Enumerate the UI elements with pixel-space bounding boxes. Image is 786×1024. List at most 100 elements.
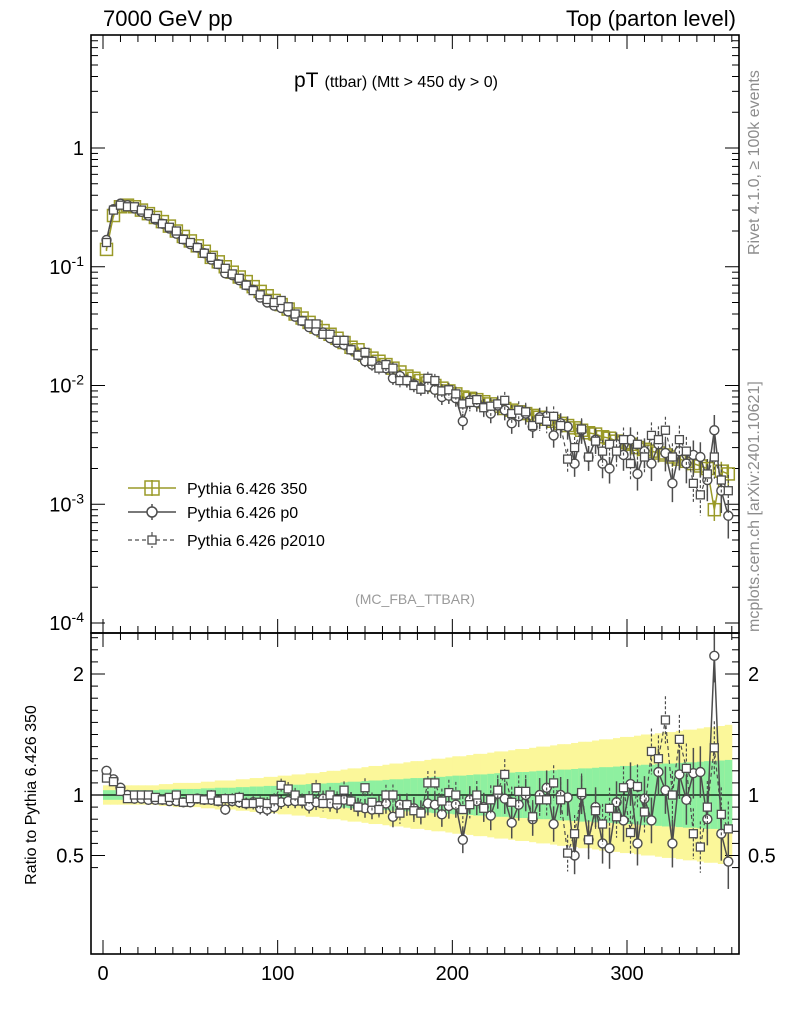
ratio-y-tick-label-right: 1 (748, 785, 759, 807)
main-y-tick-label: 10-2 (49, 372, 84, 398)
ratio-series-p2010-point (562, 848, 573, 858)
legend-entry-p2010: Pythia 6.426 p2010 (128, 532, 325, 550)
legend-label-p2010: Pythia 6.426 p2010 (187, 533, 325, 550)
ratio-series-p2010-point (646, 746, 657, 757)
series-p2010-point (562, 454, 573, 464)
ratio-series-p2010-point (353, 802, 363, 812)
ratio-series-p2010-point (171, 790, 182, 800)
ratio-series-p2010-point (283, 784, 293, 794)
series-p2010-point (542, 416, 552, 426)
main-plot-panel: 10-4 10-3 10-2 10-1 1 pT (ttbar) (Mtt > 450 d… (49, 34, 740, 635)
series-p2010-point (430, 375, 440, 386)
series-p2010-point (681, 446, 692, 456)
series-p2010-point (101, 237, 112, 248)
series-p2010-point (325, 329, 335, 339)
ratio-series-p0-point (660, 784, 671, 796)
ratio-series-p0-point (695, 766, 706, 778)
series-p2010-point (521, 407, 531, 417)
ratio-series-p2010-point (458, 804, 468, 815)
series-p2010-point (416, 384, 426, 394)
series-p2010-point (632, 439, 643, 449)
ratio-series-p2010-point (681, 763, 692, 774)
ratio-series-p2010-point (590, 806, 601, 816)
ratio-y-tick-label: 2 (73, 664, 84, 686)
series-p0-point (695, 451, 706, 463)
series-p2010-point (192, 242, 202, 253)
series-p2010-point (402, 375, 412, 386)
ratio-series-p2010-point (332, 795, 342, 805)
series-350-point (721, 467, 736, 481)
series-p2010-point (576, 424, 587, 434)
ratio-tick-labels: 0.5 0.5 1 1 2 2 0 100 200 300 (56, 664, 776, 985)
ratio-series-p2010-point (199, 795, 209, 805)
series-p2010-point (548, 411, 559, 421)
x-tick-label: 100 (261, 963, 294, 985)
header-right-label: Top (parton level) (566, 6, 736, 31)
ratio-series-p2010-point (500, 769, 510, 780)
ratio-series-p2010-point (667, 790, 678, 800)
series-p2010-point (108, 205, 119, 215)
ratio-series-p2010-point (402, 800, 412, 810)
ratio-series-p2010-point (486, 795, 496, 805)
series-p2010-point (171, 226, 182, 236)
series-p0-point (667, 478, 678, 489)
legend-marker-p2010 (147, 535, 157, 545)
ratio-series-p2010-point (108, 777, 119, 787)
ratio-plot-frame (90, 632, 740, 955)
legend-label-350: Pythia 6.426 350 (187, 481, 307, 498)
main-plot-ticks (91, 35, 739, 633)
ratio-plot-data (101, 633, 734, 889)
ratio-series-p2010-point (360, 783, 370, 793)
ratio-series-p2010-point (388, 790, 398, 800)
series-p0-point (597, 458, 608, 469)
ratio-series-p0-point (632, 838, 643, 849)
ratio-series-p2010-point (548, 778, 559, 788)
legend-entry-p0: Pythia 6.426 p0 (128, 504, 298, 522)
series-p0-point (646, 458, 657, 469)
ratio-series-p2010-point (576, 787, 587, 798)
series-p2010-point (346, 345, 356, 355)
plot-title-main: pT (294, 69, 319, 92)
x-tick-label: 0 (97, 963, 108, 985)
series-350-point (707, 502, 722, 517)
legend-marker-p0 (146, 506, 158, 518)
series-p0-point (632, 468, 643, 480)
ratio-series-p0-point (457, 834, 469, 845)
ratio-series-p2010-point (639, 807, 650, 817)
ratio-series-p2010-point (653, 754, 664, 764)
ratio-series-p0-point (674, 769, 685, 780)
ratio-series-p2010-point (374, 804, 384, 815)
ratio-series-p0-point (646, 815, 657, 826)
ratio-series-p0-point (548, 818, 559, 830)
series-p2010-point (555, 420, 566, 431)
ratio-series-p2010-point (569, 829, 580, 839)
series-p2010-point (234, 273, 244, 283)
ratio-y-tick-label-right: 2 (748, 664, 759, 686)
series-p2010-point (290, 309, 300, 319)
series-p2010-point (241, 280, 251, 290)
ratio-series-p0-point (220, 804, 231, 815)
ratio-series-p2010-point (716, 809, 726, 820)
series-p2010-point (590, 436, 601, 446)
series-p2010-point (597, 446, 608, 456)
legend-marker-350 (144, 480, 160, 496)
series-p2010-point (667, 452, 678, 462)
series-p2010-point (709, 452, 719, 462)
series-p2010-point (653, 434, 664, 445)
series-p2010-point (206, 252, 216, 262)
series-p0-point (506, 418, 517, 429)
series-p0-point (457, 416, 469, 427)
main-y-tick-label: 10-4 (49, 609, 84, 635)
ratio-series-p2010-point (709, 743, 719, 753)
ratio-series-p2010-point (625, 827, 636, 838)
ratio-series-p2010-point (115, 786, 126, 797)
ratio-y-tick-label: 0.5 (56, 846, 84, 868)
series-p2010-point (500, 395, 510, 405)
series-p2010-point (611, 446, 622, 456)
series-p2010-point (472, 395, 482, 405)
ratio-series-p2010-point (416, 808, 426, 818)
analysis-label: (MC_FBA_TTBAR) (355, 591, 475, 607)
ratio-series-p2010-point (318, 798, 328, 809)
plot-title-sub: (ttbar) (Mtt > 450 dy > 0) (325, 74, 498, 91)
